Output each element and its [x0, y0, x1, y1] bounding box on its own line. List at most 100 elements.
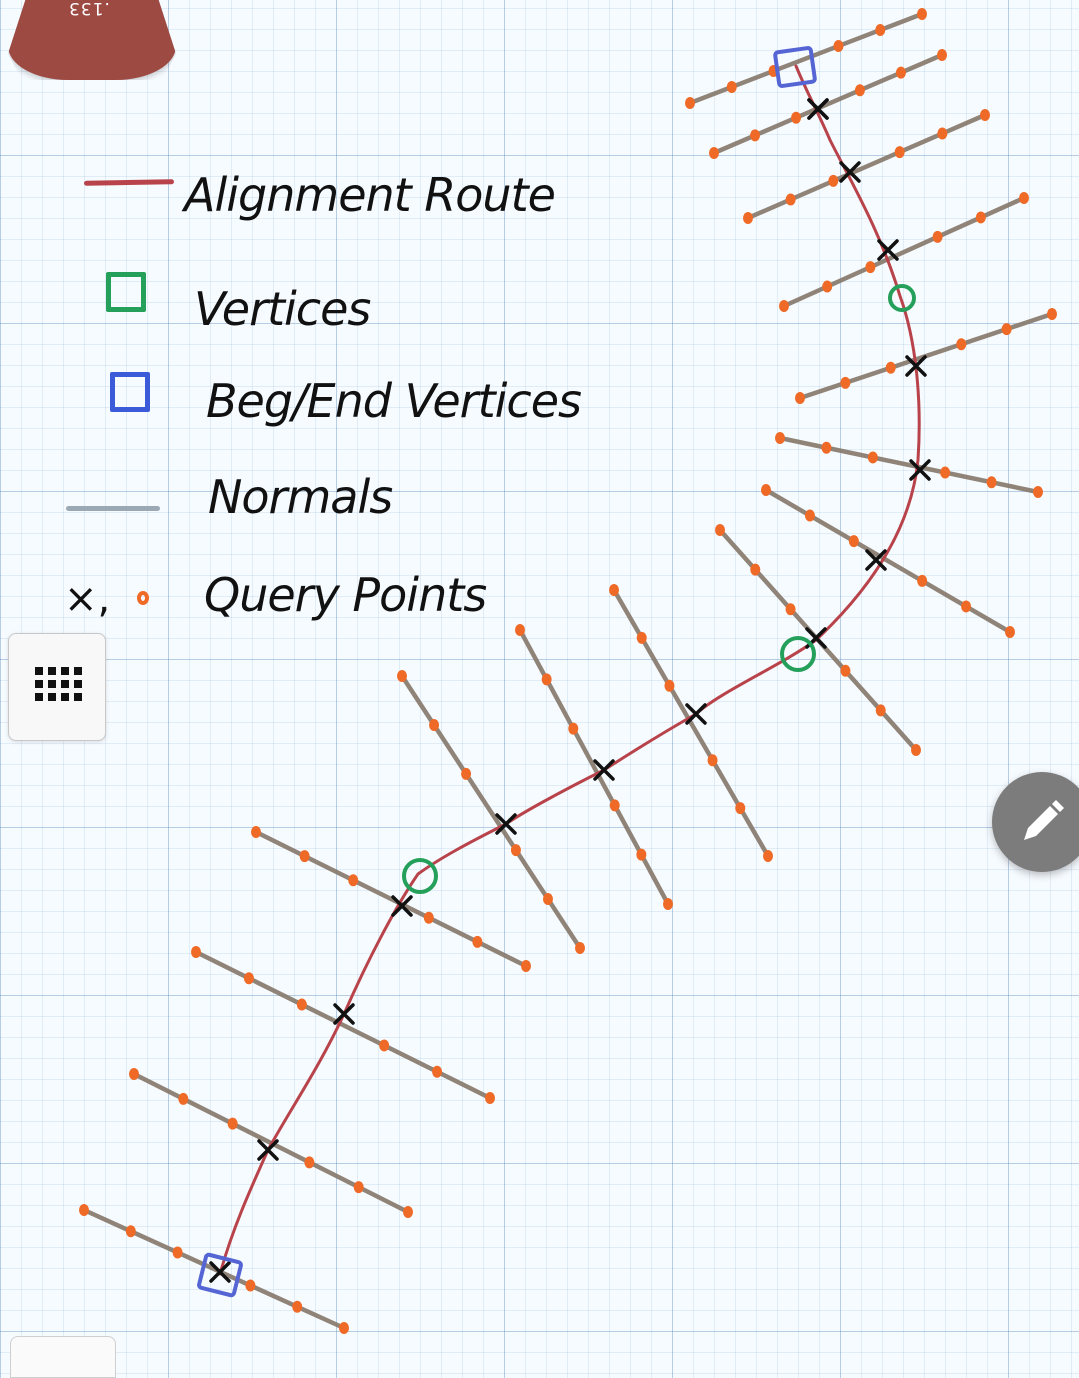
- query-point-dot: [191, 946, 201, 958]
- query-point-dot: [917, 574, 928, 587]
- vertices-layer: [197, 46, 916, 1298]
- query-point-dot: [432, 1065, 443, 1078]
- query-point-x: [209, 1261, 231, 1283]
- query-point-dot: [1047, 308, 1057, 320]
- query-point-dot: [339, 1322, 349, 1334]
- query-point-dot: [980, 109, 990, 121]
- query-point-dot: [961, 600, 972, 613]
- normal-line: [611, 587, 771, 859]
- query-point-dot: [775, 432, 785, 444]
- query-point-dot: [636, 631, 647, 644]
- query-point-dot: [685, 97, 695, 109]
- query-point-dot: [429, 718, 440, 731]
- pencil-icon: [1024, 800, 1064, 840]
- query-point-x: [257, 1139, 279, 1161]
- query-point-dot: [1005, 626, 1015, 638]
- query-point-dot: [664, 679, 675, 692]
- query-point-dot: [911, 744, 921, 756]
- legend-label-query-points: Query Points: [204, 568, 487, 622]
- query-point-dot: [636, 848, 647, 861]
- legend-query-dot-swatch: [137, 591, 149, 605]
- query-point-dot: [975, 211, 986, 224]
- query-point-dot: [854, 84, 865, 97]
- query-dots-layer: [79, 8, 1057, 1334]
- query-point-dot: [785, 193, 796, 206]
- query-point-dot: [125, 1225, 136, 1238]
- query-point-dot: [461, 767, 472, 780]
- query-point-x: [495, 813, 517, 835]
- query-point-x: [593, 759, 615, 781]
- query-point-dot: [609, 584, 619, 596]
- normal-line: [81, 1207, 347, 1331]
- query-point-dot: [1001, 323, 1012, 336]
- query-point-dot: [743, 212, 753, 224]
- alignment-route: [218, 64, 921, 1276]
- query-point-dot: [875, 704, 886, 717]
- query-point-dot: [894, 146, 905, 159]
- query-point-dot: [575, 942, 585, 954]
- query-point-dot: [299, 850, 310, 863]
- query-point-x: [685, 703, 707, 725]
- query-point-dot: [227, 1117, 238, 1130]
- query-point-x: [333, 1003, 355, 1025]
- query-point-dot: [251, 826, 261, 838]
- query-point-dot: [956, 338, 967, 351]
- normal-line: [253, 829, 529, 969]
- query-point-dot: [986, 476, 997, 489]
- query-point-dot: [932, 230, 943, 243]
- query-point-dot: [485, 1092, 495, 1104]
- end-vertex: [773, 46, 817, 88]
- query-point-dot: [245, 1279, 256, 1292]
- normal-line: [781, 195, 1027, 309]
- query-point-dot: [379, 1039, 390, 1052]
- query-point-dot: [761, 484, 771, 496]
- query-point-dot: [296, 998, 307, 1011]
- query-point-dot: [541, 673, 552, 686]
- query-point-dot: [840, 376, 851, 389]
- query-point-dot: [472, 935, 483, 948]
- normal-line: [193, 949, 493, 1101]
- query-point-dot: [129, 1068, 139, 1080]
- route-vertex: [402, 858, 438, 894]
- grid-dots-icon: [35, 667, 82, 711]
- query-point-dot: [804, 509, 815, 522]
- query-point-dot: [779, 300, 789, 312]
- query-point-dot: [822, 280, 833, 293]
- query-point-dot: [763, 850, 773, 862]
- query-point-dot: [172, 1246, 183, 1259]
- legend-end-vertex-swatch: [110, 372, 150, 412]
- normal-line: [763, 487, 1013, 635]
- query-point-dot: [940, 466, 951, 479]
- query-point-x: [877, 239, 899, 261]
- legend-label-route: Alignment Route: [184, 168, 556, 222]
- query-point-dot: [1019, 192, 1029, 204]
- query-point-dot: [397, 670, 407, 682]
- query-point-dot: [1033, 486, 1043, 498]
- query-point-dot: [568, 722, 579, 735]
- bottom-tab[interactable]: [10, 1336, 116, 1378]
- query-point-x: [391, 895, 413, 917]
- query-point-dot: [750, 563, 761, 576]
- query-point-dot: [785, 603, 796, 616]
- query-point-dot: [709, 147, 719, 159]
- route-layer: [218, 64, 921, 1276]
- query-point-x: [839, 161, 861, 183]
- legend-label-vertices: Vertices: [194, 282, 371, 336]
- query-point-dot: [937, 127, 948, 140]
- query-point-dot: [423, 911, 434, 924]
- query-point-dot: [292, 1300, 303, 1313]
- query-point-dot: [750, 129, 761, 142]
- normal-line: [777, 435, 1041, 495]
- query-point-dot: [707, 754, 718, 767]
- query-x-layer: [209, 98, 931, 1283]
- query-point-dot: [403, 1206, 413, 1218]
- page-tag[interactable]: .133: [8, 0, 176, 80]
- grid-menu-button[interactable]: [8, 633, 106, 741]
- pencil-edit-button[interactable]: [992, 772, 1079, 872]
- query-point-dot: [609, 799, 620, 812]
- query-point-dot: [895, 66, 906, 79]
- query-point-dot: [848, 535, 859, 548]
- route-vertex: [780, 636, 816, 672]
- query-point-dot: [885, 361, 896, 374]
- query-point-dot: [178, 1092, 189, 1105]
